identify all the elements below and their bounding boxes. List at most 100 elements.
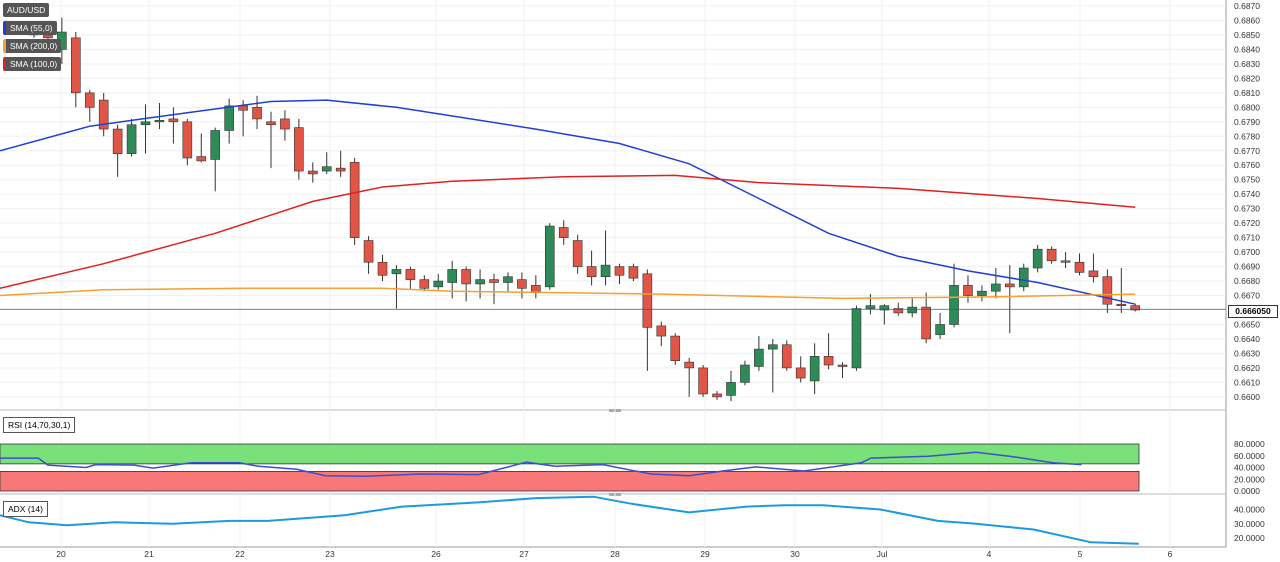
candle-body	[544, 225, 555, 288]
candle	[1074, 253, 1085, 276]
candle	[405, 266, 416, 290]
rsi-tick-label: 20.0000	[1234, 474, 1265, 484]
candle	[196, 133, 207, 163]
candle	[1102, 269, 1113, 313]
candle	[363, 236, 374, 274]
time-tick-label: 22	[235, 549, 245, 559]
candle	[280, 110, 290, 141]
candle	[1004, 265, 1015, 334]
legend-sma100[interactable]: SMA (100,0)	[3, 57, 62, 71]
candle	[600, 230, 611, 286]
time-tick-label: 23	[325, 549, 335, 559]
candle-body	[71, 37, 81, 94]
adx-line	[0, 495, 1139, 545]
price-tick-label: 0.6840	[1234, 44, 1260, 54]
legend-sma55[interactable]: SMA (55,0)	[3, 21, 57, 35]
candle	[1032, 244, 1043, 273]
legend-sma200[interactable]: SMA (200,0)	[3, 39, 62, 53]
candle-body	[823, 356, 834, 366]
adx-label[interactable]: ADX (14)	[3, 501, 48, 517]
candle-body	[1088, 270, 1099, 278]
candle-body	[196, 156, 207, 162]
candle-body	[168, 118, 179, 123]
candle-body	[628, 266, 639, 279]
candle-body	[447, 269, 458, 283]
candle-body	[1130, 305, 1141, 311]
candle	[1060, 252, 1071, 269]
candle	[684, 357, 694, 397]
candle-body	[433, 280, 444, 288]
candle-body	[1102, 276, 1113, 305]
price-tick-label: 0.6650	[1234, 319, 1260, 329]
candle	[210, 127, 221, 192]
candle-body	[837, 364, 848, 367]
candle	[781, 340, 792, 371]
candle-body	[377, 261, 388, 276]
candle	[335, 150, 346, 177]
candle	[628, 263, 639, 282]
price-tick-label: 0.6800	[1234, 102, 1260, 112]
candle-body	[475, 279, 485, 285]
price-tick-label: 0.6820	[1234, 73, 1260, 83]
rsi-tick-label: 0.0000	[1234, 486, 1260, 496]
candle	[126, 118, 137, 157]
candle	[670, 333, 681, 366]
candle	[544, 223, 555, 290]
candle	[461, 266, 471, 302]
candle-body	[809, 356, 820, 382]
candle	[489, 273, 499, 305]
candle	[140, 104, 151, 154]
candle	[712, 391, 722, 400]
candle-body	[1004, 283, 1015, 288]
candle	[1130, 304, 1141, 312]
candle	[879, 304, 890, 325]
candle	[224, 98, 234, 144]
price-tick-label: 0.6640	[1234, 334, 1260, 344]
candle-body	[182, 121, 193, 159]
price-tick-label: 0.6770	[1234, 146, 1260, 156]
time-tick-label: 27	[519, 549, 529, 559]
candle-body	[642, 273, 653, 328]
candle-body	[1060, 260, 1071, 263]
candle-body	[851, 308, 862, 369]
candle-body	[210, 130, 221, 160]
candle	[754, 336, 764, 371]
price-tick-label: 0.6720	[1234, 218, 1260, 228]
candle-body	[517, 279, 527, 289]
candle-body	[349, 162, 360, 238]
candle-body	[712, 393, 722, 398]
rsi-label[interactable]: RSI (14,70,30,1)	[3, 417, 76, 433]
candle	[963, 275, 973, 303]
rsi-tick-label: 80.0000	[1234, 439, 1265, 449]
candle-body	[1116, 303, 1127, 307]
candle-body	[489, 279, 499, 283]
candle-body	[879, 305, 890, 311]
candle	[851, 305, 862, 371]
candle-body	[600, 264, 611, 278]
candle	[1018, 263, 1029, 292]
price-tick-label: 0.6710	[1234, 233, 1260, 243]
price-tick-label: 0.6630	[1234, 348, 1260, 358]
candle-body	[112, 128, 123, 154]
candle-body	[335, 167, 346, 172]
symbol-tag[interactable]: AUD/USD	[3, 3, 50, 17]
candle-body	[921, 306, 931, 340]
candle-body	[84, 92, 95, 108]
candle	[642, 269, 653, 371]
candle	[768, 338, 778, 393]
candle	[698, 365, 708, 397]
candle	[935, 312, 945, 339]
time-tick-label: 26	[431, 549, 441, 559]
time-tick-label: 28	[610, 549, 620, 559]
candle	[266, 111, 276, 169]
candle	[1088, 253, 1099, 283]
candle	[182, 118, 193, 166]
price-tick-label: 0.6860	[1234, 15, 1260, 25]
candle-body	[1018, 267, 1029, 288]
candle	[1116, 268, 1127, 313]
price-tick-label: 0.6810	[1234, 88, 1260, 98]
sma200-line	[0, 287, 1136, 300]
time-tick-label: 4	[987, 549, 992, 559]
candle-body	[140, 121, 151, 126]
